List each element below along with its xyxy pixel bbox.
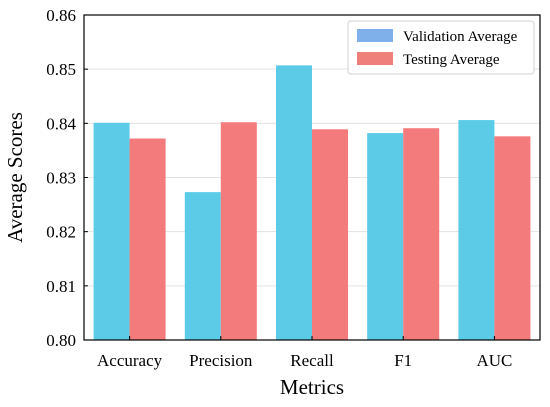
- y-axis-ticks: 0.80 0.81 0.82 0.83 0.84 0.85 0.86: [46, 6, 88, 350]
- y-tick-label: 0.80: [46, 331, 76, 350]
- legend-swatch-testing: [357, 52, 393, 65]
- x-tick-label: Precision: [189, 351, 253, 370]
- bar-validation-precision: [184, 192, 221, 340]
- legend-swatch-validation: [357, 29, 393, 42]
- y-tick-label: 0.81: [46, 277, 76, 296]
- y-tick-label: 0.85: [46, 60, 76, 79]
- bar-validation-auc: [458, 120, 495, 340]
- x-axis-label: Metrics: [280, 375, 344, 399]
- bar-testing-precision: [220, 122, 257, 340]
- bar-testing-f1: [403, 128, 440, 340]
- y-tick-label: 0.83: [46, 169, 76, 188]
- legend-label-validation: Validation Average: [403, 29, 518, 45]
- bar-validation-accuracy: [93, 122, 130, 341]
- y-tick-label: 0.84: [46, 114, 76, 133]
- bars: [93, 65, 531, 341]
- legend: Validation Average Testing Average: [347, 20, 535, 75]
- bar-testing-recall: [312, 129, 348, 340]
- x-tick-label: Recall: [290, 351, 334, 370]
- y-tick-label: 0.82: [46, 223, 76, 242]
- bar-testing-accuracy: [129, 138, 166, 340]
- legend-box: [347, 20, 535, 75]
- y-axis-label: Average Scores: [3, 112, 27, 243]
- x-axis-ticks: Accuracy Precision Recall F1 AUC: [97, 336, 512, 370]
- bar-validation-recall: [276, 65, 312, 340]
- bar-validation-f1: [367, 133, 404, 340]
- y-tick-label: 0.86: [46, 6, 76, 25]
- legend-label-testing: Testing Average: [403, 52, 500, 68]
- x-tick-label: F1: [394, 351, 412, 370]
- x-tick-label: Accuracy: [97, 351, 163, 370]
- x-tick-label: AUC: [476, 351, 512, 370]
- bar-testing-auc: [494, 136, 531, 340]
